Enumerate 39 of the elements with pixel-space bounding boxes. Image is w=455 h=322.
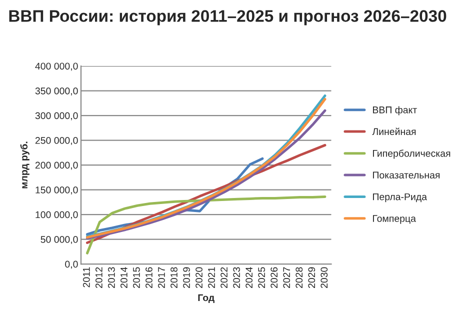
y-tick-label: 0,0 bbox=[65, 260, 78, 269]
x-tick-label: 2016 bbox=[146, 267, 152, 288]
x-tick-label: 2021 bbox=[208, 267, 215, 288]
x-tick-label: 2017 bbox=[158, 267, 165, 288]
x-tick-label: 2026 bbox=[270, 267, 278, 288]
chart-title: ВВП России: история 2011–2025 и прогноз 2026–2030 bbox=[9, 10, 446, 26]
legend-label: Перла-Рида bbox=[373, 193, 428, 202]
x-tick-label: 2012 bbox=[95, 267, 102, 288]
y-tick-label: 150 000,0 bbox=[36, 186, 78, 195]
y-tick-label: 400 000,0 bbox=[35, 62, 78, 71]
x-tick-label: 2019 bbox=[183, 267, 190, 288]
x-tick-label: 2020 bbox=[196, 267, 202, 288]
y-tick-label: 200 000,0 bbox=[35, 162, 78, 170]
x-tick-label: 2024 bbox=[246, 267, 253, 288]
x-tick-label: 2014 bbox=[120, 267, 128, 288]
legend-label: Гиперболическая bbox=[373, 150, 450, 159]
y-tick-label: 100 000,0 bbox=[36, 211, 78, 220]
y-tick-label: 300 000,0 bbox=[35, 112, 78, 120]
x-tick-label: 2030 bbox=[320, 267, 328, 288]
legend-label: ВВП факт bbox=[373, 106, 417, 116]
x-tick-label: 2028 bbox=[296, 267, 303, 288]
x-tick-label: 2015 bbox=[133, 267, 140, 288]
legend-label: Гомперца bbox=[373, 215, 416, 224]
x-tick-label: 2029 bbox=[308, 267, 316, 288]
x-tick-label: 2018 bbox=[170, 267, 178, 288]
x-tick-label: 2013 bbox=[108, 267, 115, 288]
x-tick-label: 2025 bbox=[258, 267, 266, 288]
x-axis-title: Год bbox=[198, 294, 214, 303]
y-tick-label: 250 000,0 bbox=[35, 137, 78, 146]
x-tick-label: 2027 bbox=[283, 267, 290, 288]
y-tick-label: 350 000,0 bbox=[35, 88, 78, 96]
x-tick-label: 2023 bbox=[233, 267, 240, 288]
x-tick-label: 2011 bbox=[82, 267, 90, 288]
line-series bbox=[86, 195, 326, 254]
y-axis-title: млрд руб. bbox=[20, 142, 30, 188]
y-tick-label: 50 000,0 bbox=[40, 236, 78, 244]
legend-label: Показательная bbox=[373, 172, 440, 179]
legend-label: Линейная bbox=[372, 128, 416, 136]
x-tick-label: 2022 bbox=[220, 267, 228, 288]
